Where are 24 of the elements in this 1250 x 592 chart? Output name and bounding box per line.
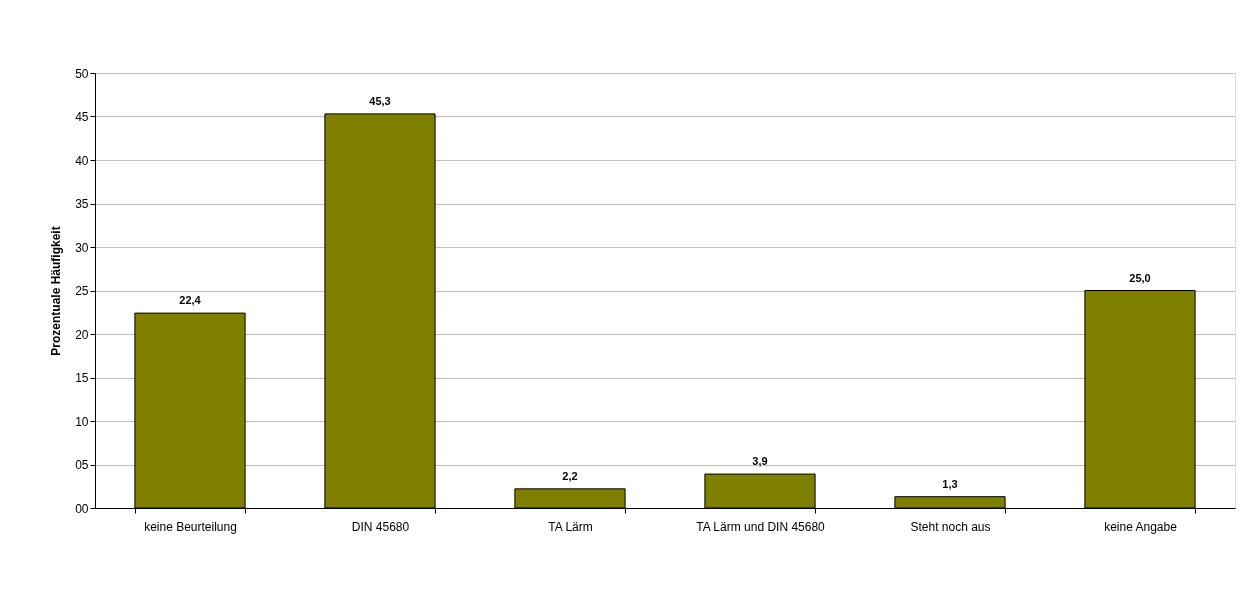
x-tick-label: DIN 45680 [351, 519, 410, 534]
y-tick-label: 05 [75, 458, 89, 472]
data-label: 25,0 [1129, 271, 1151, 284]
x-tick-label: keine Angabe [1104, 519, 1178, 534]
y-tick-label: 25 [75, 284, 89, 298]
y-tick-label: 15 [75, 371, 89, 385]
y-tick-label: 45 [75, 110, 89, 124]
y-tick-label: 35 [75, 197, 89, 211]
data-label: 45,3 [369, 94, 391, 107]
x-tick-label: TA Lärm [548, 519, 593, 534]
x-tick-label: TA Lärm und DIN 45680 [696, 519, 826, 534]
y-tick-label: 10 [75, 414, 89, 429]
y-axis-title: Prozentuale Häufigkeit [49, 226, 64, 356]
y-tick-label: 20 [75, 327, 89, 342]
x-tick-label: Steht noch aus [910, 519, 991, 534]
x-tick-label: keine Beurteilung [144, 519, 237, 534]
data-label: 22,4 [179, 294, 202, 307]
y-tick-label: 40 [75, 153, 89, 168]
data-label: 3,9 [752, 455, 768, 468]
y-tick-label: 50 [75, 66, 89, 81]
y-tick-label: 00 [75, 501, 89, 516]
data-label: 1,3 [942, 477, 958, 490]
y-tick-label: 30 [75, 240, 89, 255]
data-label: 2,2 [562, 469, 578, 482]
